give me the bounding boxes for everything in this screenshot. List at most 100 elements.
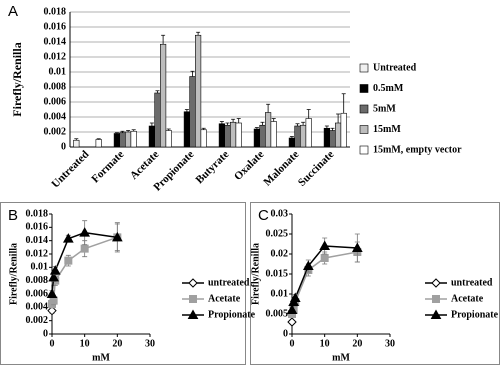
bar: [125, 131, 132, 148]
legend-swatch: [359, 125, 369, 134]
y-tick-label: 0.018: [26, 208, 49, 219]
y-tick-label: 0.004: [44, 111, 67, 122]
error-bar: [301, 121, 306, 126]
y-tick-label: 0.03: [271, 208, 289, 219]
legend-swatch: [359, 145, 369, 155]
point: [302, 260, 314, 270]
y-tick-label: 0.012: [26, 248, 49, 259]
bar: [183, 111, 191, 148]
legend-label: Acetate: [451, 293, 484, 304]
error-bar: [120, 130, 125, 133]
bar: [113, 133, 120, 148]
bar: [329, 130, 336, 148]
bar: [299, 124, 307, 148]
y-tick-label: 0.005: [266, 308, 289, 319]
y-tick-label: 0: [283, 328, 288, 339]
x-tick-label: 30: [385, 338, 395, 349]
error-bar: [306, 109, 311, 119]
bar: [95, 139, 102, 148]
error-bar: [324, 125, 329, 129]
x-tick-label: 0: [50, 338, 55, 349]
y-tick-label: 0.002: [26, 315, 49, 326]
point: [48, 271, 59, 282]
error-bar: [149, 122, 154, 126]
x-tick-label: Succinate: [296, 148, 337, 189]
point: [46, 288, 58, 298]
point: [79, 227, 91, 237]
bar: [200, 129, 207, 148]
error-bar: [289, 136, 294, 138]
legend-label: 0.5mM: [373, 83, 404, 94]
legend-marker: [431, 278, 441, 288]
bar: [270, 121, 277, 148]
y-tick-label: 0.025: [266, 228, 289, 239]
panel-label: A: [8, 3, 18, 20]
panel-label: B: [8, 207, 18, 224]
y-tick-label: 0.01: [31, 262, 49, 273]
error-bar: [236, 118, 241, 123]
bar: [160, 43, 167, 148]
error-bar: [231, 118, 236, 123]
error-bar: [184, 109, 189, 112]
bar: [224, 124, 231, 148]
legend-label: 15mM, empty vector: [373, 144, 462, 155]
x-tick-label: 30: [145, 338, 155, 349]
y-tick-label: 0: [61, 141, 66, 152]
point: [49, 296, 58, 305]
x-tick-label: Butyrate: [194, 148, 232, 186]
y-tick-label: 0.02: [271, 248, 289, 259]
error-bar: [166, 128, 171, 131]
error-bar: [341, 93, 346, 114]
bar: [154, 92, 161, 148]
y-tick-label: 0.016: [26, 222, 49, 233]
y-tick-label: 0.006: [26, 288, 49, 299]
error-bar: [266, 103, 271, 113]
legend-label: untreated: [208, 277, 250, 288]
x-tick-label: 0: [290, 338, 295, 349]
point: [289, 292, 301, 302]
y-tick-label: 0.01: [49, 66, 67, 77]
legend-marker: [187, 309, 199, 319]
legend-marker: [432, 295, 440, 303]
bar: [218, 123, 226, 148]
bar: [230, 121, 237, 148]
bar: [253, 128, 261, 148]
x-tick-label: 20: [352, 338, 362, 349]
error-bar: [295, 123, 300, 126]
point: [287, 317, 297, 327]
bar: [73, 139, 80, 148]
y-tick-label: 0.012: [44, 51, 67, 62]
point: [111, 231, 123, 242]
legend-marker: [188, 278, 198, 288]
error-bar: [190, 70, 195, 77]
bar: [294, 125, 301, 148]
y-tick-label: 0.014: [26, 235, 49, 246]
point: [320, 254, 329, 262]
legend-label: Untreated: [373, 62, 417, 73]
error-bar: [74, 138, 79, 141]
y-tick-label: 0.008: [44, 81, 67, 92]
bar: [195, 34, 202, 148]
error-bar: [161, 34, 166, 45]
point: [319, 240, 331, 250]
bar: [288, 137, 296, 148]
bar: [130, 130, 137, 148]
bar: [165, 130, 172, 148]
x-axis-title: mM: [92, 352, 110, 363]
y-tick-label: 0: [43, 328, 48, 339]
error-bar: [114, 132, 119, 134]
error-bar: [219, 121, 224, 124]
x-tick-label: 20: [112, 338, 122, 349]
y-tick-label: 0.004: [26, 302, 49, 313]
x-tick-label: Formate: [89, 148, 126, 185]
point: [286, 304, 298, 314]
error-bar: [201, 127, 206, 130]
y-tick-label: 0.018: [44, 6, 67, 17]
legend-label: 15mM: [373, 124, 401, 135]
legend-label: Propionate: [451, 309, 499, 320]
x-axis-title: mM: [332, 352, 350, 363]
point: [351, 242, 363, 252]
bar: [148, 125, 156, 148]
y-axis-title: Firefly/Renilla: [8, 243, 19, 305]
y-axis-title: Firefly/Renilla: [250, 243, 261, 305]
